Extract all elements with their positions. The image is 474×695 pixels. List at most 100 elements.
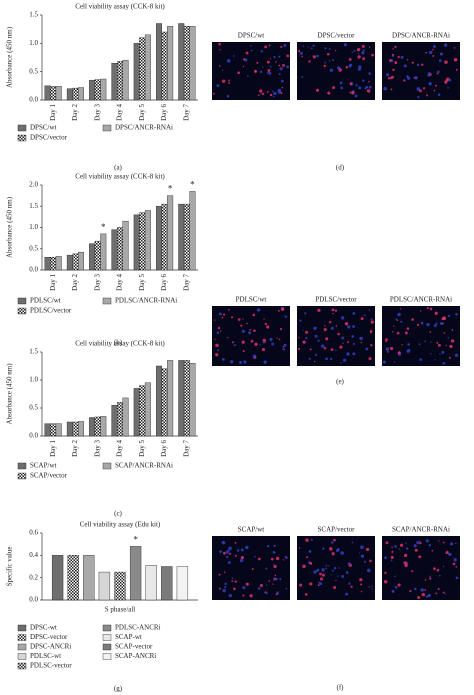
cell-dot [248,331,252,335]
cell-dot [332,569,335,572]
cell-dot [403,561,407,565]
x-tick-label: Day 4 [116,274,124,291]
cell-dot [417,96,420,99]
y-tick-label: 0.0 [29,596,38,604]
cell-dot [216,331,220,335]
cell-dot [342,358,347,362]
cell-dot [435,84,438,87]
legend-label: DPSC-ANCRi [30,643,71,651]
y-tick-label: 0.2 [29,573,38,581]
cell-dot [227,561,231,565]
cell-dot [240,556,244,560]
legend-label: PDLSC/ANCR-RNAi [115,297,177,305]
micrograph [382,306,460,366]
cell-dot [330,326,334,330]
cell-dot [392,68,395,72]
cell-dot [254,555,256,558]
x-tick-label: Day 7 [182,274,190,291]
cell-dot [305,330,309,334]
cell-dot [219,550,222,553]
cell-dot [371,585,373,587]
cell-dot [420,321,424,325]
chart-title: Cell viability assay (CCK-8 kit) [75,3,165,11]
cell-dot [279,67,283,71]
cell-dot [404,563,408,568]
cell-dot [334,49,337,52]
cell-dot [348,57,352,61]
cell-dot [454,353,459,357]
cell-dot [264,322,267,326]
cell-dot [280,327,283,331]
bar [89,79,96,101]
y-axis-label: Absorbance (450 nm) [6,196,14,258]
bar [72,253,79,271]
cell-dot [218,573,221,576]
cell-dot [368,46,371,48]
cell-dot [231,580,234,582]
x-tick-label: Day 3 [93,440,101,457]
cell-dot [448,552,452,557]
cell-dot [275,556,280,561]
y-axis-label: Absorbance (450 nm) [6,26,14,88]
cell-dot [250,45,252,47]
cell-dot [257,587,261,590]
y-axis-label: Specific value [6,547,14,587]
annotation: * [101,222,106,232]
cell-dot [226,555,229,559]
cell-dot [385,340,388,343]
cell-dot [411,61,414,64]
cell-dot [429,577,432,580]
bar [50,257,57,271]
x-tick-label: Day 1 [49,274,57,291]
bar [100,78,107,101]
cell-dot [390,346,394,351]
cell-dot [252,354,257,358]
legend-label: SCAP-wt [115,633,142,641]
cell-dot [256,308,261,312]
bar [55,423,62,437]
cell-dot [371,588,373,590]
legend-label: SCAP/ANCR-RNAi [115,462,173,470]
cell-dot [341,316,345,320]
bar [66,88,73,101]
cell-dot [299,319,302,322]
cell-dot [254,69,258,73]
chart-title: Cell viability assay (Edu kit) [80,521,161,529]
bar [66,421,73,437]
cell-dot [357,55,361,59]
cell-dot [419,541,422,545]
cell-dot [439,321,443,326]
legend-label: SCAP-vector [115,643,153,651]
bar [94,416,101,437]
cell-dot [259,70,263,74]
cell-dot [370,318,373,321]
cell-dot [325,337,329,341]
cell-dot [426,307,429,310]
cell-dot [245,51,249,55]
cell-dot [447,314,451,318]
cell-dot [302,329,304,331]
cell-dot [349,82,353,85]
cell-dot [421,592,426,597]
cell-dot [302,340,306,344]
cell-dot [228,79,230,82]
cell-dot [322,547,325,550]
cell-dot [224,582,227,586]
cell-dot [444,592,446,595]
bar [122,220,129,271]
legend-swatch [102,634,112,641]
cell-dot [247,75,249,77]
cell-dot [273,564,277,569]
legend-label: DPSC/wt [30,124,57,132]
cell-dot [438,540,440,542]
cell-dot [321,573,325,577]
cell-dot [406,349,410,353]
x-tick-label: Day 5 [138,440,146,457]
cell-dot [329,68,334,73]
cell-dot [391,546,393,549]
chart-title: Cell viability assay (CCK-8 kit) [75,340,165,348]
bar [122,60,129,101]
micrograph [212,306,290,366]
image-title: PDLSC/ANCR-RNAi [390,296,452,304]
cell-dot [397,351,401,355]
